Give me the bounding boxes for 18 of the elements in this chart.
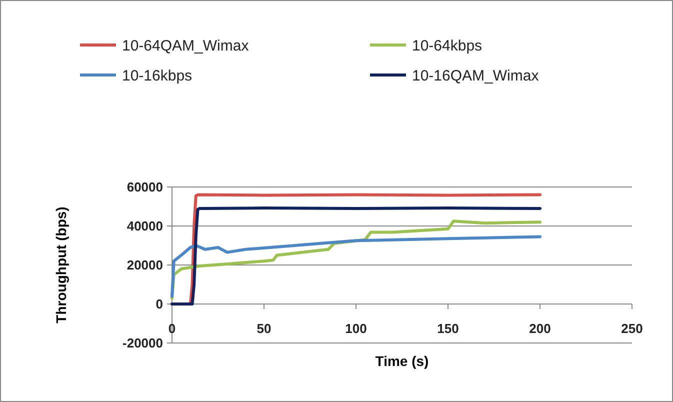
x-axis-title: Time (s) bbox=[375, 353, 429, 369]
x-tick-label: 150 bbox=[437, 321, 459, 336]
x-tick-label: 0 bbox=[168, 321, 176, 336]
y-tick-label: 60000 bbox=[126, 180, 163, 195]
y-tick-label: 40000 bbox=[126, 218, 163, 234]
legend-label: 10-64QAM_Wimax bbox=[122, 37, 250, 54]
x-tick-label: 250 bbox=[621, 321, 643, 336]
x-tick-label: 100 bbox=[345, 321, 367, 336]
legend-label: 10-64kbps bbox=[412, 37, 482, 54]
x-tick-label: 200 bbox=[529, 321, 551, 336]
y-tick-label: -20000 bbox=[122, 336, 163, 351]
legend-label: 10-16QAM_Wimax bbox=[412, 67, 540, 84]
x-tick-label: 50 bbox=[256, 321, 272, 336]
y-axis-title: Throughput (bps) bbox=[53, 206, 69, 324]
y-tick-label: 20000 bbox=[126, 258, 163, 273]
legend-label: 10-16kbps bbox=[122, 67, 192, 84]
y-tick-label: 0 bbox=[156, 296, 163, 312]
line-series bbox=[170, 235, 542, 298]
